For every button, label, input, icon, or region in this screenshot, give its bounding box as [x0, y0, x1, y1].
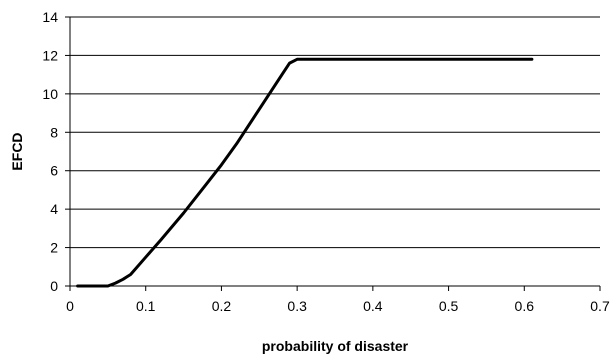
series-line	[76, 57, 534, 288]
y-axis-title: EFCD	[9, 132, 25, 170]
x-tick-label: 0.6	[515, 298, 535, 314]
y-tick-label: 2	[50, 240, 58, 256]
x-tick-label: 0.2	[212, 298, 232, 314]
axes	[65, 16, 601, 291]
y-tick-label: 6	[50, 163, 58, 179]
y-tick-label: 0	[50, 278, 58, 294]
x-tick-label: 0	[66, 298, 74, 314]
x-tick-label: 0.5	[439, 298, 459, 314]
y-tick-label: 4	[50, 201, 58, 217]
y-tick-label: 8	[50, 124, 58, 140]
y-tick-labels: 0 2 4 6 8 10 12 14	[42, 9, 58, 294]
x-tick-label: 0.1	[136, 298, 156, 314]
x-tick-label: 0.4	[363, 298, 383, 314]
x-tick-label: 0.7	[590, 298, 610, 314]
x-tick-labels: 0 0.1 0.2 0.3 0.4 0.5 0.6 0.7	[66, 298, 610, 314]
gridlines	[70, 16, 600, 249]
y-tick-label: 12	[42, 47, 58, 63]
x-axis-title: probability of disaster	[262, 338, 409, 354]
y-tick-label: 14	[42, 9, 58, 25]
series-group	[76, 57, 534, 288]
y-tick-label: 10	[42, 86, 58, 102]
x-tick-label: 0.3	[287, 298, 307, 314]
